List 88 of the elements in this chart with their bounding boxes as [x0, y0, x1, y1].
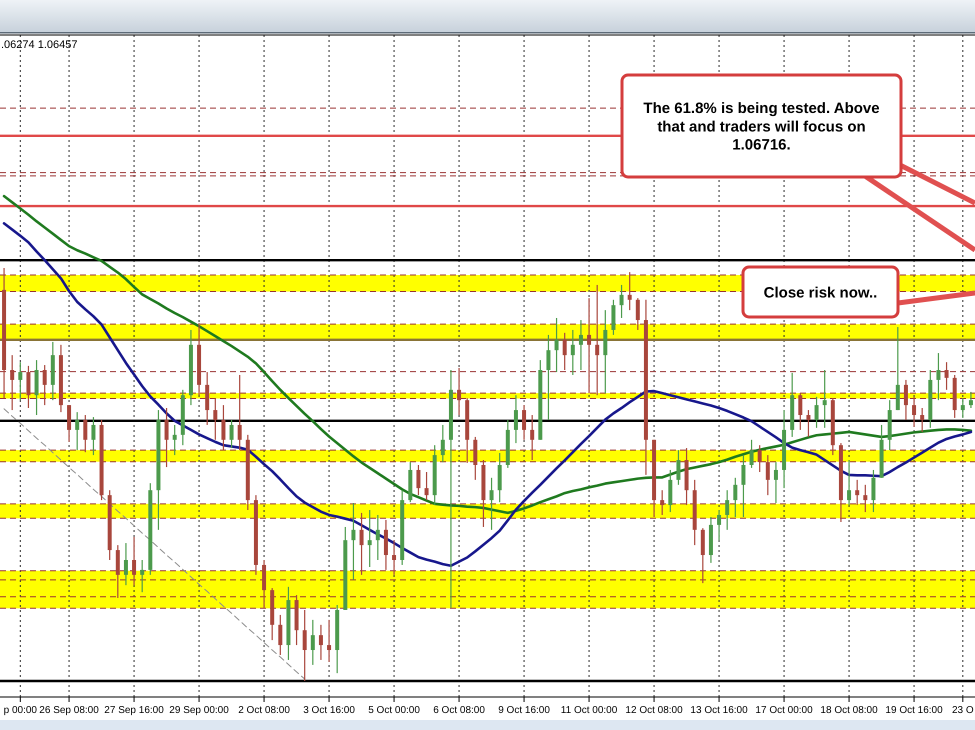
candlestick: [360, 512, 364, 576]
x-tick-label: 29 Sep 00:00: [169, 705, 230, 716]
candlestick: [620, 284, 624, 319]
candlestick: [318, 624, 323, 661]
candlestick: [578, 319, 583, 371]
candlestick: [944, 362, 949, 390]
text: The 61.8% is being tested. Above that and traders will focus on 1.06716.: [643, 100, 880, 154]
candlestick: [10, 354, 14, 411]
candlestick: [83, 414, 88, 453]
candlestick: [741, 454, 746, 518]
candlestick: [660, 490, 664, 516]
x-tick-label: 5 Oct 00:00: [368, 705, 420, 716]
annotation: Close risk now..: [764, 284, 878, 302]
candlestick: [278, 614, 282, 656]
candlestick: [302, 609, 307, 682]
x-tick-label: 2 Oct 08:00: [238, 705, 290, 716]
candlestick: [628, 272, 632, 311]
candlestick: [554, 317, 559, 373]
candlestick: [595, 284, 600, 396]
x-tick-label: 6 Oct 08:00: [433, 705, 486, 716]
candlestick: [855, 479, 860, 506]
text: .06274 1.06457: [1, 39, 78, 51]
x-tick-label: 26 Sep 08:00: [39, 705, 100, 716]
candlestick: [863, 484, 868, 513]
candlestick: [750, 439, 754, 468]
x-tick-label: 23 O: [952, 705, 974, 716]
candlestick: [392, 540, 396, 576]
candlestick: [124, 542, 128, 586]
candlestick: [221, 404, 226, 451]
candlestick: [172, 424, 177, 456]
candlestick: [42, 364, 47, 406]
candlestick: [798, 392, 802, 430]
candlestick: [806, 409, 810, 438]
x-tick-label: 3 Oct 16:00: [303, 705, 356, 716]
candlestick: [230, 419, 234, 449]
candlestick: [440, 424, 445, 463]
x-tick-label: 13 Oct 16:00: [690, 705, 748, 716]
x-tick-label: 17 Oct 00:00: [755, 705, 814, 716]
candlestick: [562, 332, 567, 371]
candlestick: [26, 365, 30, 409]
x-tick-label: 27 Sep 16:00: [104, 705, 164, 716]
candlestick: [75, 412, 80, 451]
candlestick: [814, 396, 819, 428]
candlestick: [514, 394, 518, 444]
candlestick: [774, 462, 778, 504]
candlestick: [912, 396, 916, 428]
candlestick: [871, 469, 876, 513]
candlestick: [18, 362, 22, 401]
candlestick: [327, 619, 332, 663]
candlestick: [164, 407, 169, 468]
candlestick: [213, 397, 218, 440]
x-tick-label: 11 Oct 00:00: [560, 705, 618, 716]
candlestick: [636, 298, 640, 331]
candlestick: [424, 471, 429, 501]
x-tick-label: 19 Oct 16:00: [885, 705, 944, 716]
candlestick: [936, 352, 940, 401]
candlestick: [310, 619, 315, 666]
candlestick: [847, 459, 852, 506]
candlestick: [522, 404, 526, 440]
candlestick: [717, 509, 722, 541]
candlestick: [490, 477, 494, 530]
x-tick-label: 12 Oct 08:00: [625, 705, 684, 716]
candlestick: [676, 450, 680, 486]
candlestick: [904, 379, 908, 421]
candlestick: [570, 329, 575, 376]
candlestick: [530, 414, 534, 461]
candlestick: [766, 454, 770, 496]
candlestick: [733, 477, 738, 518]
candlestick: [758, 444, 762, 473]
candlestick: [587, 298, 592, 394]
candlestick: [546, 334, 550, 421]
candlestick: [416, 464, 420, 496]
x-tick-label: 9 Oct 16:00: [498, 705, 550, 716]
candlestick: [132, 536, 136, 586]
candlestick: [968, 391, 973, 409]
candlestick: [822, 369, 827, 428]
candlestick: [238, 374, 242, 451]
candlestick: [960, 397, 965, 419]
x-tick-label: 18 Oct 08:00: [820, 705, 878, 716]
candlestick: [376, 514, 380, 561]
candlestick: [725, 490, 730, 530]
candlestick: [140, 559, 144, 593]
candlestick: [91, 416, 96, 456]
candlestick: [351, 502, 356, 580]
candlestick: [920, 407, 924, 433]
x-tick-label: p 00:00: [4, 705, 38, 716]
candlestick: [457, 367, 462, 416]
candlestick: [368, 509, 372, 568]
